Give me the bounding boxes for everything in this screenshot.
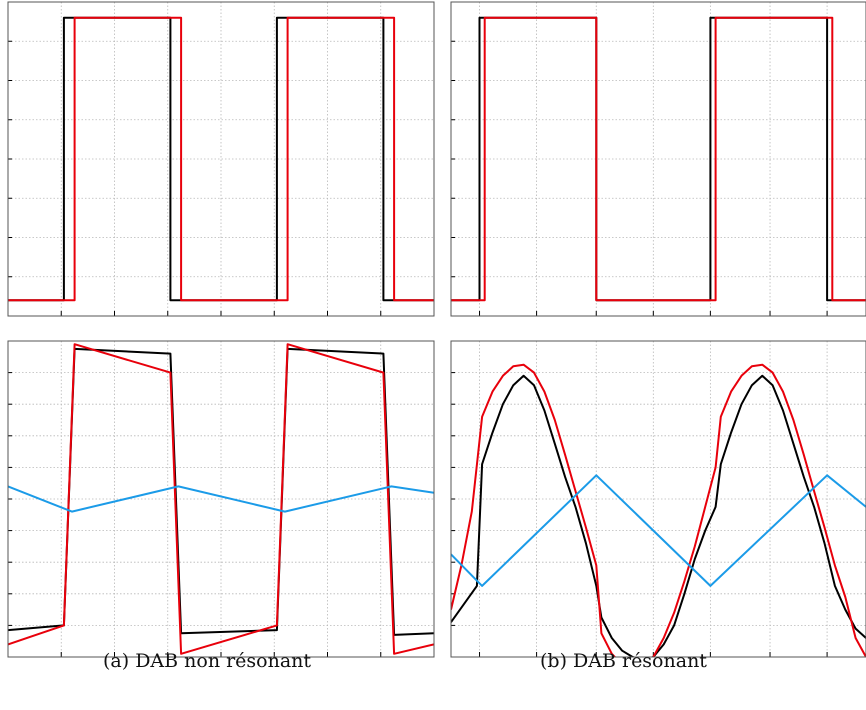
series-red-line	[8, 343, 434, 655]
plot-frame	[450, 1, 866, 317]
series-red-line	[451, 16, 866, 302]
panel-b-bottom-chart	[450, 340, 866, 658]
caption-b: (b) DAB résonant	[540, 650, 707, 672]
series-red-line	[451, 363, 866, 657]
series-red-line	[8, 16, 434, 302]
panel-a-top-chart	[7, 1, 435, 317]
caption-a: (a) DAB non résonant	[103, 650, 312, 672]
panel-a-bottom-chart	[7, 340, 435, 658]
plot-frame	[7, 1, 435, 317]
plot-frame	[450, 340, 866, 658]
series-blue-line	[451, 474, 866, 587]
panel-b-top-chart	[450, 1, 866, 317]
plot-frame	[7, 340, 435, 658]
series-black-line	[451, 374, 866, 657]
series-blue-line	[8, 485, 434, 513]
